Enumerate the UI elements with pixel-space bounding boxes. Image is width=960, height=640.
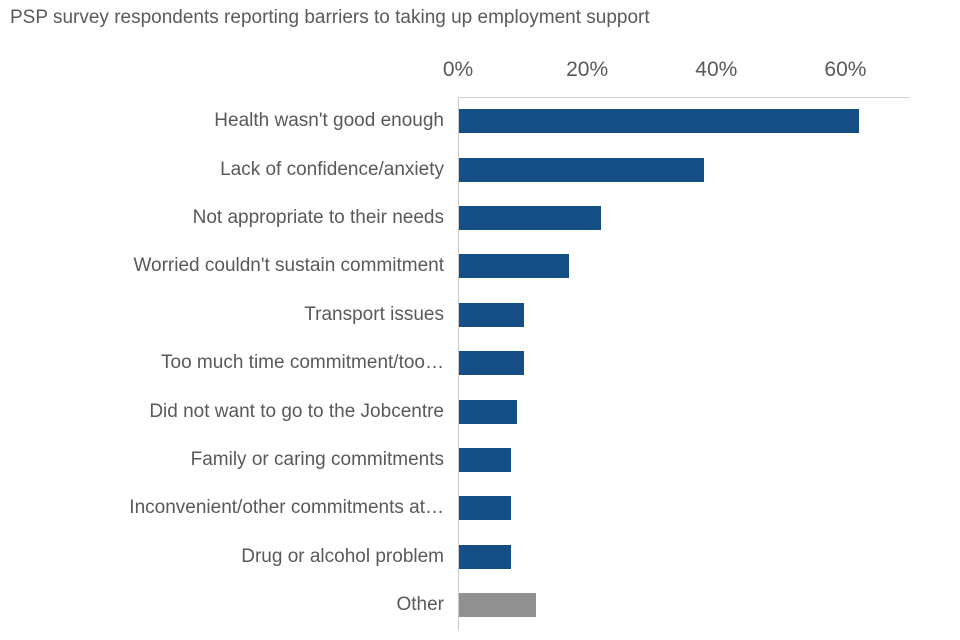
- bar: [459, 205, 602, 230]
- bar-track: [458, 254, 910, 279]
- bar: [459, 447, 511, 472]
- bar-track: [458, 351, 910, 376]
- bar-track: [458, 302, 910, 327]
- chart-row: Inconvenient/other commitments at…: [0, 484, 910, 532]
- bar: [459, 496, 511, 521]
- bar-track: [458, 593, 910, 618]
- chart-title: PSP survey respondents reporting barrier…: [10, 7, 650, 28]
- category-label: Drug or alcohol problem: [241, 545, 444, 567]
- x-axis-ticks: 0% 20% 40% 60%: [443, 58, 910, 88]
- x-axis-line: [458, 97, 910, 98]
- bar-track: [458, 447, 910, 472]
- chart-row: Transport issues: [0, 291, 910, 339]
- x-tick-label: 40%: [695, 58, 738, 81]
- category-label: Inconvenient/other commitments at…: [129, 497, 444, 519]
- chart-row: Lack of confidence/anxiety: [0, 145, 910, 193]
- bar-track: [458, 399, 910, 424]
- chart-row: Worried couldn't sustain commitment: [0, 242, 910, 290]
- bar: [459, 399, 518, 424]
- chart-row: Did not want to go to the Jobcentre: [0, 387, 910, 435]
- chart-row: Health wasn't good enough: [0, 97, 910, 145]
- category-label: Not appropriate to their needs: [192, 206, 444, 228]
- category-label: Other: [396, 594, 444, 616]
- category-label: Family or caring commitments: [190, 448, 444, 470]
- bar-track: [458, 109, 910, 134]
- chart-rows: Health wasn't good enough Lack of confide…: [0, 97, 910, 629]
- bar: [459, 302, 524, 327]
- chart-row: Family or caring commitments: [0, 436, 910, 484]
- bar: [459, 544, 511, 569]
- chart-row: Other: [0, 581, 910, 629]
- category-label: Did not want to go to the Jobcentre: [149, 400, 444, 422]
- category-label: Transport issues: [304, 303, 444, 325]
- category-label: Health wasn't good enough: [214, 110, 444, 132]
- category-label: Worried couldn't sustain commitment: [133, 255, 444, 277]
- bar: [459, 351, 524, 376]
- x-tick-label: 0%: [442, 58, 474, 81]
- bar: [459, 157, 705, 182]
- bar-track: [458, 544, 910, 569]
- chart-row: Too much time commitment/too…: [0, 339, 910, 387]
- bar: [459, 593, 537, 618]
- bar-track: [458, 157, 910, 182]
- category-label: Lack of confidence/anxiety: [220, 158, 444, 180]
- x-tick-label: 20%: [566, 58, 609, 81]
- bar-track: [458, 205, 910, 230]
- bar: [459, 254, 569, 279]
- category-label: Too much time commitment/too…: [161, 352, 444, 374]
- bar-track: [458, 496, 910, 521]
- y-axis-line: [458, 97, 459, 630]
- chart-row: Drug or alcohol problem: [0, 533, 910, 581]
- x-tick-label: 60%: [824, 58, 867, 81]
- chart-row: Not appropriate to their needs: [0, 194, 910, 242]
- bar: [459, 109, 860, 134]
